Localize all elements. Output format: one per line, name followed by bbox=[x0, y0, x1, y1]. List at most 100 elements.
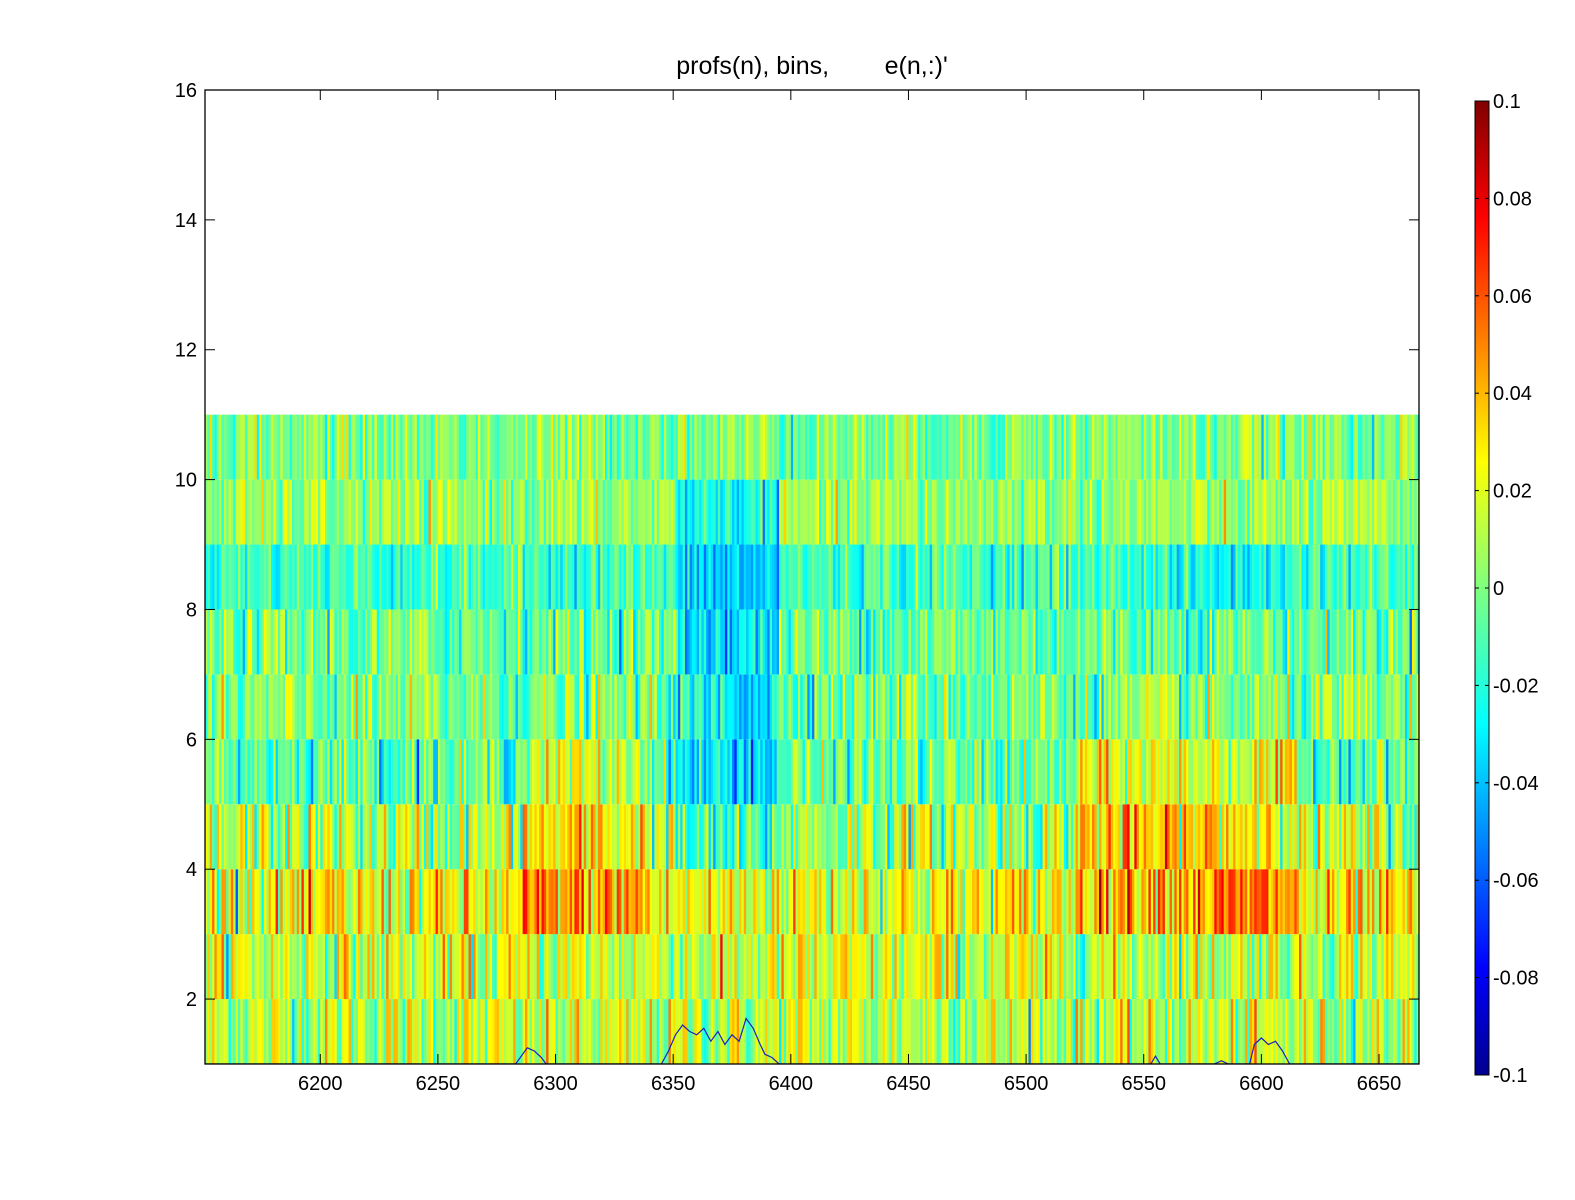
heatmap-cell bbox=[713, 414, 716, 480]
heatmap-cell bbox=[837, 544, 841, 610]
heatmap-cell bbox=[1301, 544, 1305, 610]
heatmap-cell bbox=[717, 609, 721, 675]
heatmap-cell bbox=[223, 479, 227, 545]
heatmap-cell bbox=[513, 674, 516, 740]
heatmap-cell bbox=[1416, 999, 1419, 1064]
heatmap-cell bbox=[899, 544, 902, 610]
heatmap-cell bbox=[442, 674, 446, 740]
heatmap-cell bbox=[873, 739, 876, 805]
heatmap-cell bbox=[687, 999, 691, 1064]
heatmap-cell bbox=[475, 414, 479, 480]
heatmap-cell bbox=[979, 414, 982, 480]
heatmap-cell bbox=[736, 479, 740, 545]
heatmap-cell bbox=[652, 414, 655, 480]
heatmap-cell bbox=[249, 999, 253, 1064]
heatmap-cell bbox=[1160, 804, 1163, 870]
heatmap-cell bbox=[404, 804, 408, 870]
heatmap-cell bbox=[760, 934, 763, 1000]
heatmap-cell bbox=[788, 414, 792, 480]
heatmap-cell bbox=[877, 869, 881, 935]
heatmap-cell bbox=[1383, 804, 1387, 870]
heatmap-cell bbox=[901, 609, 905, 675]
heatmap-cell bbox=[261, 414, 265, 480]
heatmap-cell bbox=[308, 934, 312, 1000]
heatmap-cell bbox=[950, 869, 954, 935]
heatmap-cell bbox=[779, 999, 782, 1064]
heatmap-cell bbox=[475, 999, 479, 1064]
heatmap-cell bbox=[397, 934, 401, 1000]
heatmap-cell bbox=[1113, 544, 1116, 610]
heatmap-cell bbox=[259, 674, 262, 740]
heatmap-cell bbox=[541, 739, 545, 805]
heatmap-cell bbox=[953, 999, 956, 1064]
heatmap-cell bbox=[809, 934, 813, 1000]
heatmap-cell bbox=[1108, 609, 1112, 675]
heatmap-cell bbox=[402, 479, 406, 545]
heatmap-cell bbox=[572, 479, 575, 545]
heatmap-cell bbox=[844, 479, 848, 545]
heatmap-cell bbox=[887, 674, 891, 740]
heatmap-cell bbox=[1122, 934, 1126, 1000]
heatmap-cell bbox=[680, 934, 683, 1000]
heatmap-cell bbox=[929, 804, 933, 870]
heatmap-cell bbox=[1169, 609, 1173, 675]
heatmap-cell bbox=[419, 414, 422, 480]
heatmap-cell bbox=[1336, 869, 1340, 935]
heatmap-cell bbox=[205, 609, 208, 675]
heatmap-cell bbox=[906, 739, 909, 805]
heatmap-cell bbox=[517, 674, 521, 740]
heatmap-cell bbox=[969, 999, 973, 1064]
heatmap-cell bbox=[360, 414, 364, 480]
heatmap-cell bbox=[240, 479, 244, 545]
heatmap-cell bbox=[661, 869, 665, 935]
heatmap-cell bbox=[555, 999, 559, 1064]
heatmap-cell bbox=[1388, 544, 1392, 610]
heatmap-cell bbox=[899, 869, 902, 935]
heatmap-cell bbox=[404, 999, 408, 1064]
heatmap-cell bbox=[1082, 934, 1086, 1000]
heatmap-cell bbox=[1011, 999, 1015, 1064]
heatmap-cell bbox=[433, 739, 436, 805]
heatmap-cell bbox=[209, 674, 213, 740]
heatmap-cell bbox=[924, 479, 928, 545]
heatmap-cell bbox=[282, 479, 286, 545]
heatmap-cell bbox=[1364, 869, 1368, 935]
heatmap-cell bbox=[652, 934, 655, 1000]
heatmap-cell bbox=[404, 869, 408, 935]
heatmap-cell bbox=[1237, 804, 1241, 870]
heatmap-cell bbox=[1059, 544, 1062, 610]
heatmap-cell bbox=[303, 999, 307, 1064]
heatmap-cell bbox=[1073, 544, 1076, 610]
heatmap-cell bbox=[348, 804, 352, 870]
heatmap-cell bbox=[1294, 609, 1298, 675]
heatmap-cell bbox=[444, 414, 448, 480]
heatmap-cell bbox=[630, 804, 634, 870]
heatmap-cell bbox=[701, 999, 705, 1064]
heatmap-cell bbox=[346, 479, 349, 545]
heatmap-cell bbox=[1299, 804, 1302, 870]
heatmap-cell bbox=[882, 414, 886, 480]
heatmap-cell bbox=[247, 479, 251, 545]
heatmap-cell bbox=[955, 479, 959, 545]
heatmap-cell bbox=[800, 414, 803, 480]
heatmap-cell bbox=[1211, 544, 1215, 610]
heatmap-cell bbox=[797, 804, 801, 870]
heatmap-cell bbox=[1080, 739, 1083, 805]
heatmap-cell bbox=[433, 804, 436, 870]
heatmap-cell bbox=[828, 999, 832, 1064]
heatmap-cell bbox=[546, 479, 549, 545]
heatmap-cell bbox=[1061, 934, 1065, 1000]
heatmap-cell bbox=[353, 674, 356, 740]
heatmap-cell bbox=[852, 869, 855, 935]
heatmap-cell bbox=[786, 999, 789, 1064]
heatmap-cell bbox=[1287, 674, 1290, 740]
heatmap-cell bbox=[1341, 479, 1345, 545]
heatmap-cell bbox=[1315, 804, 1319, 870]
heatmap-cell bbox=[694, 869, 698, 935]
heatmap-cell bbox=[1106, 804, 1109, 870]
heatmap-cell bbox=[494, 609, 498, 675]
heatmap-cell bbox=[889, 869, 893, 935]
heatmap-cell bbox=[1284, 739, 1288, 805]
heatmap-cell bbox=[543, 674, 547, 740]
heatmap-cell bbox=[1009, 804, 1013, 870]
